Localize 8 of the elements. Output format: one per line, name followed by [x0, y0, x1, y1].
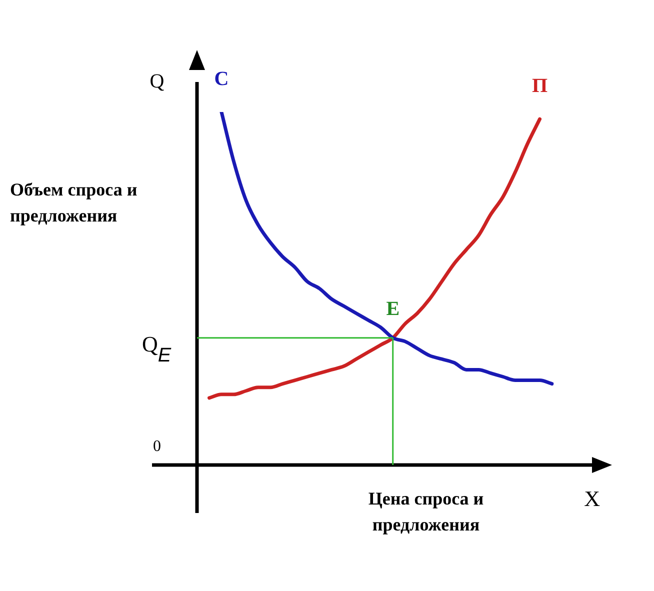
text: 0	[153, 438, 161, 456]
text: X	[584, 486, 600, 511]
y-axis-title: Объем спроса и предложения	[10, 180, 138, 226]
x-axis-title: Цена спроса и предложения	[368, 488, 484, 535]
annotation: E	[386, 298, 400, 320]
text: Q	[150, 70, 165, 92]
series-label: П	[532, 75, 548, 98]
series-label: С	[214, 68, 229, 90]
